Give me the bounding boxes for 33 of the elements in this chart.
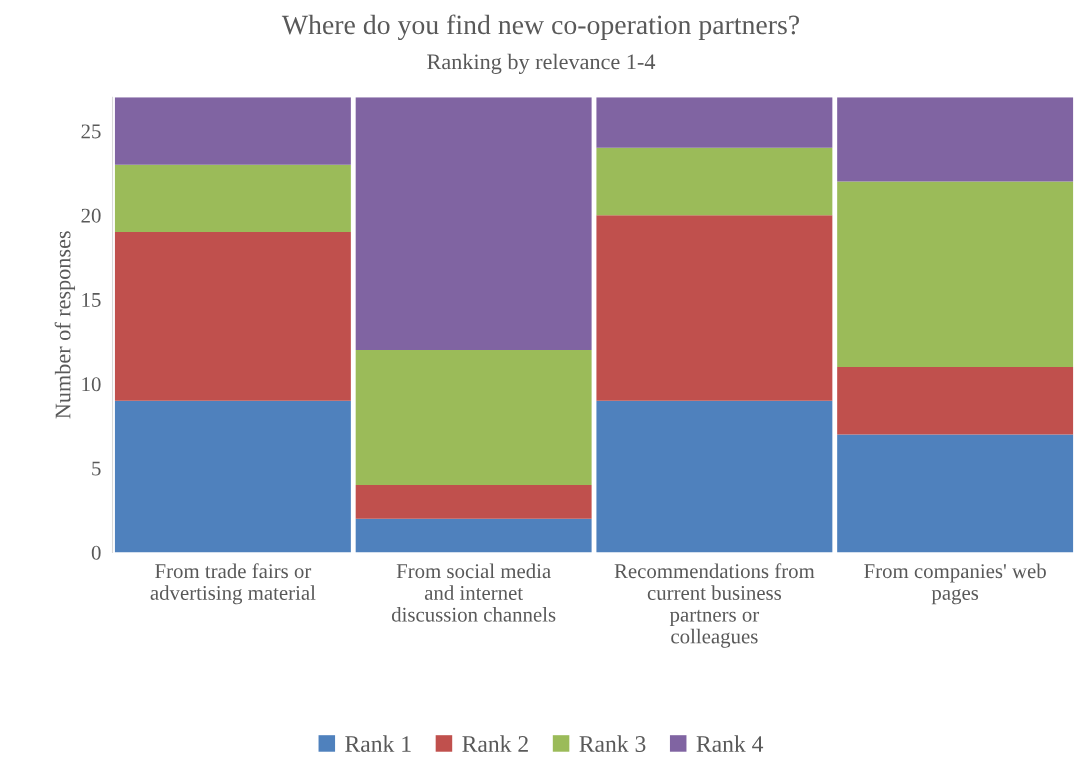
chart-title: Where do you find new co-operation partners? — [281, 14, 800, 41]
y-tick-label: 25 — [81, 124, 101, 139]
bar — [355, 484, 592, 519]
bar — [837, 434, 1074, 553]
bar — [596, 147, 833, 216]
x-tick-label: From trade fairs or advertising material — [150, 563, 316, 605]
bar — [114, 232, 351, 401]
x-tick-label: From social media and internet discussion channels — [391, 563, 556, 622]
bar — [596, 400, 833, 553]
legend-label: Rank 4 — [696, 735, 764, 752]
y-tick-label: 15 — [82, 293, 101, 307]
bar — [355, 97, 592, 351]
bar — [596, 215, 833, 401]
legend-label: Rank 3 — [579, 735, 646, 752]
bar — [837, 97, 1074, 182]
bar — [114, 164, 351, 233]
bar — [596, 97, 833, 148]
y-tick-label: 0 — [91, 545, 101, 560]
chart-subtitle: Ranking by relevance 1-4 — [427, 53, 656, 74]
bar — [114, 400, 351, 553]
y-axis-title: Number of responses — [54, 231, 76, 419]
x-tick-label: Recommendations from current business partners or colleagues — [614, 563, 815, 648]
bar — [837, 181, 1074, 367]
x-tick-label: From companies' web pages — [864, 563, 1046, 605]
bar — [837, 366, 1074, 435]
bar — [355, 518, 592, 553]
legend-label: Rank 1 — [345, 735, 411, 752]
y-tick-label: 5 — [92, 461, 101, 476]
y-tick-label: 20 — [81, 208, 101, 223]
bar — [355, 350, 592, 485]
y-tick-label: 10 — [82, 377, 101, 392]
legend-label: Rank 2 — [462, 735, 528, 752]
bar — [114, 97, 351, 165]
